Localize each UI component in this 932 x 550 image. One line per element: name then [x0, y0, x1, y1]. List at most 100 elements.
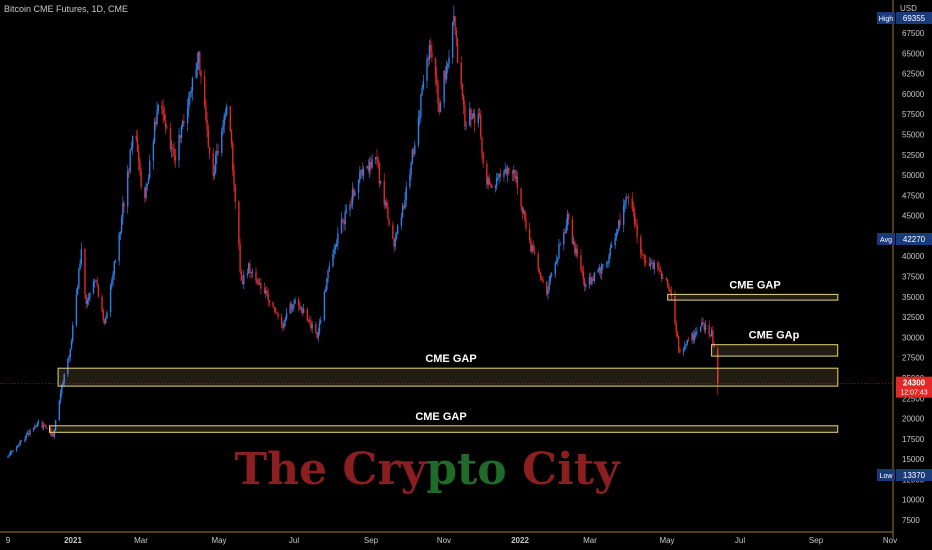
candle-body: [684, 345, 686, 350]
candle-body: [471, 117, 473, 120]
price-tick-label: 22500: [902, 394, 925, 403]
candle-body: [247, 263, 250, 274]
candle-body: [268, 300, 271, 303]
candle-body: [277, 312, 279, 317]
candle-body: [436, 76, 438, 84]
candle-body: [462, 96, 465, 106]
candle-body: [173, 148, 175, 156]
price-axis[interactable]: 7500100001250015000175002000022500250002…: [892, 0, 925, 538]
cme-gap-label: CME GAP: [425, 353, 476, 365]
price-tick-label: 32500: [902, 313, 925, 322]
cme-gap-zone: [667, 293, 839, 301]
candle-body: [221, 131, 223, 153]
candle-body: [384, 202, 387, 205]
candle-body: [409, 174, 411, 187]
candle-body: [418, 116, 421, 119]
candle-body: [558, 244, 560, 259]
candle-body: [682, 349, 685, 353]
cme-gap-label: CME GAP: [729, 279, 780, 291]
candle-body: [403, 206, 405, 209]
candle-body: [311, 324, 313, 329]
candle-body: [383, 181, 385, 205]
candle-body: [260, 283, 262, 289]
candle-body: [357, 179, 360, 193]
candle-body: [427, 58, 429, 60]
candle-body: [332, 253, 334, 267]
candle-body: [622, 205, 625, 225]
candle-body: [283, 321, 285, 328]
candle-body: [139, 161, 141, 172]
candle-body: [602, 264, 604, 266]
candle-body: [72, 325, 74, 342]
candle-body: [291, 306, 294, 310]
candle-body: [559, 244, 561, 246]
candle-body: [532, 245, 534, 252]
candle-body: [396, 225, 399, 235]
candle-body: [28, 433, 30, 435]
candle-body: [183, 121, 185, 124]
candle-body: [285, 313, 288, 319]
candle-body: [456, 38, 459, 63]
candle-body: [19, 440, 21, 445]
candle-body: [410, 162, 412, 175]
time-tick-label: Mar: [134, 536, 148, 545]
candle-body: [652, 262, 654, 270]
watermark-layer: The Crypto City: [234, 444, 621, 495]
candle-body: [50, 428, 52, 436]
candle-body: [257, 283, 260, 285]
candle-body: [42, 425, 45, 428]
candle-body: [289, 303, 291, 314]
candle-body: [508, 167, 510, 172]
candle-body: [434, 57, 437, 77]
candle-body: [89, 292, 91, 299]
high-value-box: [896, 12, 932, 24]
candle-body: [166, 127, 168, 129]
candle-body: [180, 126, 183, 139]
price-tick-label: 10000: [902, 496, 925, 505]
candle-body: [213, 172, 216, 176]
candle-body: [504, 168, 506, 173]
candle-body: [123, 203, 125, 207]
candle-body: [29, 430, 31, 435]
candle-body: [379, 181, 382, 184]
candle-body: [118, 234, 120, 261]
candle-body: [564, 232, 566, 234]
candle-body: [282, 323, 284, 328]
time-axis[interactable]: 9 2021 Mar May Jul Sep Nov 2022 Mar May Jul Sep Nov: [0, 531, 897, 545]
candle-body: [94, 281, 96, 283]
candle-body: [294, 299, 296, 304]
candle-body: [395, 234, 398, 239]
candle-body: [290, 303, 293, 310]
candle-body: [122, 203, 124, 218]
candle-body: [97, 285, 100, 297]
price-tick-label: 45000: [902, 212, 925, 221]
candle-body: [15, 446, 18, 451]
watermark-text: The Crypto City: [234, 444, 621, 495]
price-tick-label: 7500: [902, 516, 920, 525]
candle-body: [585, 284, 587, 287]
candle-body: [276, 311, 278, 313]
candle-body: [581, 269, 583, 272]
candle-body: [710, 330, 713, 337]
candle-body: [422, 80, 425, 89]
price-tick-label: 27500: [902, 354, 925, 363]
candle-body: [443, 70, 445, 103]
candle-body: [454, 16, 456, 31]
candle-body: [420, 94, 422, 117]
low-tag: [877, 469, 895, 481]
candle-body: [591, 278, 593, 284]
candle-body: [35, 425, 37, 427]
candle-body: [203, 76, 206, 106]
candle-body: [712, 330, 714, 344]
candle-body: [640, 237, 642, 253]
candle-body: [375, 157, 377, 160]
candle-body: [334, 246, 337, 250]
candle-body: [333, 249, 335, 254]
candle-body: [96, 280, 98, 286]
chart-title: Bitcoin CME Futures, 1D, CME: [4, 4, 129, 14]
candle-body: [208, 147, 211, 154]
candle-body: [59, 393, 62, 401]
cme-gap-zone: [711, 344, 839, 357]
candle-body: [354, 192, 356, 196]
